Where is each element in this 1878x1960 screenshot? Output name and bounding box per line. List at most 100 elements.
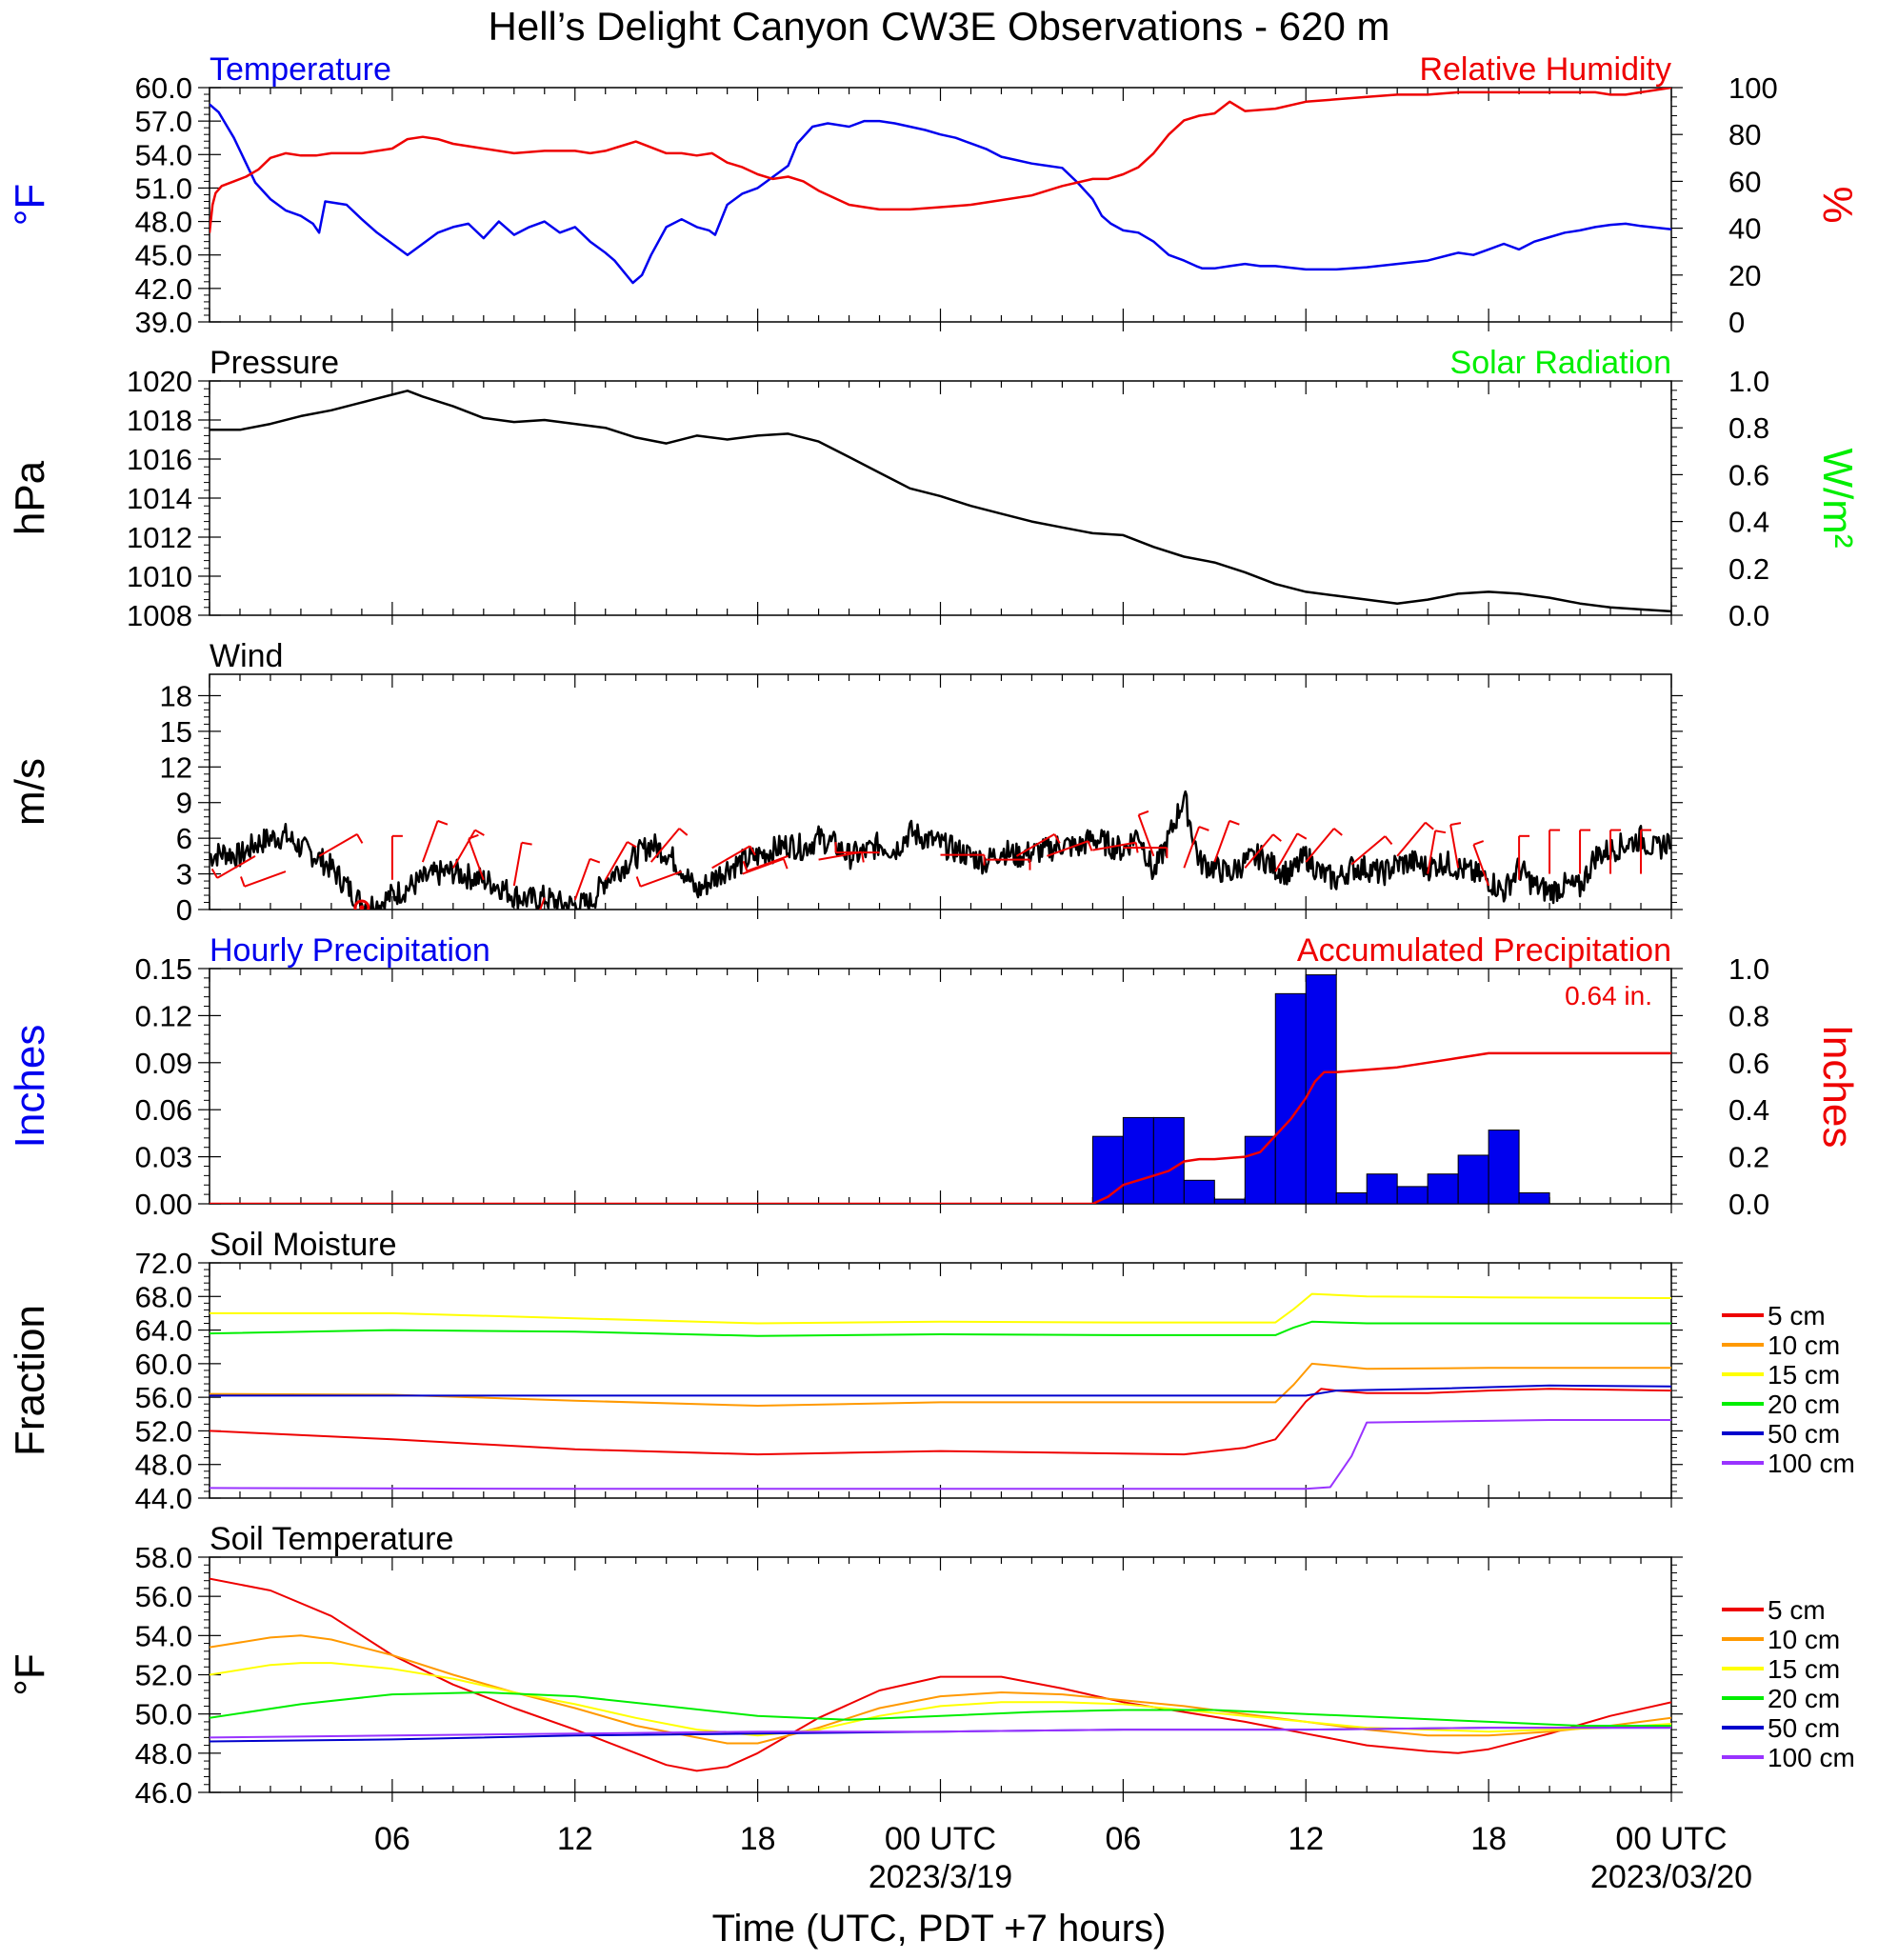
page-title: Hell’s Delight Canyon CW3E Observations … (489, 4, 1390, 49)
wind-barb-flag (1425, 821, 1434, 830)
series-line-soil_temp-5 (210, 1727, 1671, 1739)
y-tick-label-left: 9 (176, 787, 192, 820)
precip-bar (1488, 1130, 1520, 1204)
y-tick-label-right: 1.0 (1728, 365, 1769, 398)
y-tick-label-left: 15 (160, 715, 192, 749)
y-tick-label-left: 0.00 (135, 1188, 192, 1221)
legend-label: 10 cm (1768, 1625, 1840, 1654)
y-axis-label-left: °F (7, 184, 53, 226)
plot-area (210, 1292, 1671, 1490)
y-tick-label-left: 0.15 (135, 952, 192, 986)
precip-total-annotation: 0.64 in. (1565, 981, 1652, 1010)
wind-barb-flag (627, 841, 637, 849)
y-tick-label-right: 1.0 (1728, 952, 1769, 986)
series-line-soil_temp-0 (210, 1577, 1671, 1772)
precip-bar (1366, 1173, 1398, 1204)
series-line-wind-0 (210, 790, 1671, 910)
y-tick-label-left: 56.0 (135, 1381, 192, 1414)
panel-title-left: Soil Temperature (210, 1521, 453, 1557)
series-line-temp_rh-1 (210, 88, 1671, 233)
y-tick-label-left: 51.0 (135, 171, 192, 205)
wind-barb-flag (521, 841, 532, 846)
wind-barb (640, 870, 683, 888)
y-tick-label-left: 1014 (127, 482, 192, 515)
y-tick-label-right: 80 (1728, 118, 1761, 151)
y-tick-label-left: 1008 (127, 599, 192, 632)
wind-barb (468, 838, 485, 881)
wind-barb-flag (742, 860, 749, 871)
plot-area (210, 790, 1671, 910)
wind-barb (1183, 826, 1201, 869)
legend-label: 10 cm (1768, 1330, 1840, 1360)
series-line-soil_moisture-1 (210, 1362, 1671, 1407)
wind-barb-flag (210, 868, 218, 879)
wind-barb (742, 857, 785, 875)
wind-barb-flag (1229, 819, 1240, 826)
legend-label: 5 cm (1768, 1301, 1826, 1330)
x-tick-label: 12 (1288, 1821, 1324, 1857)
y-tick-label-left: 58.0 (135, 1541, 192, 1574)
series-line-soil_temp-3 (210, 1691, 1671, 1727)
wind-barb (1472, 844, 1490, 887)
wind-barb-flag (1053, 833, 1061, 844)
plot-area (210, 390, 1671, 613)
wind-barb (1213, 820, 1230, 863)
legend-label: 50 cm (1768, 1713, 1840, 1743)
y-tick-label-left: 6 (176, 822, 192, 855)
y-axis-label-left: hPa (7, 460, 53, 535)
x-tick-label: 06 (1105, 1821, 1141, 1857)
y-tick-label-left: 18 (160, 679, 192, 712)
wind-barb (573, 858, 591, 901)
precip-bar (1213, 1198, 1246, 1204)
y-tick-label-right: 0 (1728, 306, 1745, 339)
y-tick-label-left: 1016 (127, 443, 192, 476)
wind-barb (1305, 828, 1335, 863)
wind-barb (421, 820, 439, 863)
wind-barb-flag (474, 829, 485, 836)
wind-barb (451, 830, 476, 869)
y-tick-label-left: 57.0 (135, 105, 192, 138)
y-tick-label-right: 0.8 (1728, 999, 1769, 1032)
precip-bar (1457, 1154, 1489, 1204)
y-axis-label-right: Inches (1814, 1025, 1861, 1149)
y-tick-label-right: 0.4 (1728, 1093, 1769, 1127)
legend-label: 15 cm (1768, 1654, 1840, 1684)
y-tick-label-right: 0.2 (1728, 552, 1769, 586)
y-tick-label-left: 12 (160, 750, 192, 784)
wind-barb (1047, 840, 1089, 857)
y-tick-label-left: 60.0 (135, 1348, 192, 1381)
wind-barb-flag (1473, 840, 1485, 846)
x-tick-label: 00 UTC (885, 1821, 996, 1857)
precip-bar (1091, 1135, 1124, 1204)
wind-barb (1015, 832, 1055, 857)
panels: 60.057.054.051.048.045.042.039.010080604… (7, 51, 1861, 1810)
legend-label: 20 cm (1768, 1390, 1840, 1419)
y-tick-label-right: 0.6 (1728, 1047, 1769, 1080)
y-tick-label-left: 52.0 (135, 1414, 192, 1448)
wind-barb-flag (860, 851, 865, 863)
series-line-soil_moisture-5 (210, 1419, 1671, 1490)
y-axis-label-left: m/s (7, 758, 53, 826)
wind-barb (604, 841, 629, 881)
y-tick-label-right: 0.6 (1728, 458, 1769, 491)
precip-bar (1274, 992, 1307, 1204)
wind-barb (1427, 830, 1437, 874)
wind-barb-calm-dot (359, 905, 365, 910)
wind-barb (216, 854, 256, 879)
wind-barb-flag (749, 845, 756, 856)
panel-soil_temp: 58.0 56.0 54.0 52.0 50.0 48.0 46.0 Soil Tempera… (7, 1521, 1855, 1810)
y-tick-label-left: 0 (176, 893, 192, 927)
y-axis-label-right: W/m² (1814, 448, 1861, 548)
y-tick-label-left: 72.0 (135, 1247, 192, 1280)
wind-barb-flag (240, 876, 246, 888)
y-tick-label-left: 48.0 (135, 1737, 192, 1770)
panel-precip: 0.15 0.12 0.09 0.06 0.03 0.00 1.0 0.8 0.6 0.4 0.2 0… (7, 932, 1861, 1221)
y-tick-label-left: 39.0 (135, 306, 192, 339)
x-tick-date-label: 2023/03/20 (1590, 1859, 1752, 1895)
y-tick-label-left: 48.0 (135, 206, 192, 239)
series-line-soil_moisture-3 (210, 1320, 1671, 1337)
panel-title-left: Temperature (210, 51, 391, 88)
y-tick-label-left: 54.0 (135, 1619, 192, 1652)
y-tick-label-left: 46.0 (135, 1776, 192, 1810)
